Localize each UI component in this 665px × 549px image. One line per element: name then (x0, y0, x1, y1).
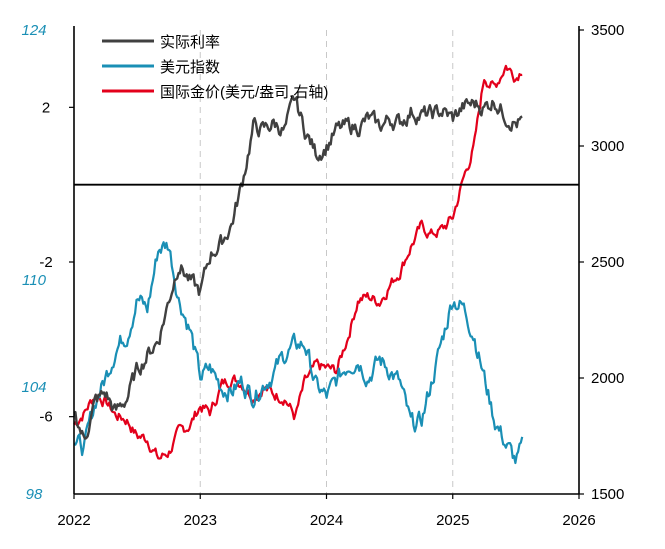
x-tick-label: 2022 (57, 512, 90, 529)
legend-label-2: 美元指数 (160, 59, 220, 76)
series-layer (73, 64, 524, 465)
dxy-tick-label: 124 (21, 22, 46, 39)
dxy-line (73, 241, 524, 465)
axes (69, 26, 584, 499)
year-gridlines (199, 30, 454, 494)
right-tick-label: 1500 (591, 486, 624, 503)
x-tick-label: 2026 (562, 512, 595, 529)
dxy-tick-label: 98 (26, 486, 43, 503)
right-tick-label: 2000 (591, 370, 624, 387)
x-tick-label: 2025 (436, 512, 469, 529)
tick-labels: 2022 2023 2024 2025 2026 2 -2 -6 124 110 104 98 3500… (21, 22, 624, 529)
x-tick-label: 2024 (310, 512, 343, 529)
right-tick-label: 3500 (591, 22, 624, 39)
dxy-tick-label: 110 (22, 272, 47, 289)
real-rate-tick-label: 2 (42, 99, 50, 116)
right-tick-label: 3000 (591, 138, 624, 155)
legend-label-3: 国际金价(美元/盎司,右轴) (160, 84, 328, 101)
real-rate-line (73, 95, 523, 440)
legend-label-1: 实际利率 (160, 34, 220, 51)
dxy-tick-label: 104 (21, 379, 46, 396)
real-rate-tick-label: -2 (39, 254, 52, 271)
x-tick-label: 2023 (184, 512, 217, 529)
right-tick-label: 2500 (591, 254, 624, 271)
real-rate-tick-label: -6 (39, 409, 52, 426)
gold-price-line (73, 64, 523, 460)
